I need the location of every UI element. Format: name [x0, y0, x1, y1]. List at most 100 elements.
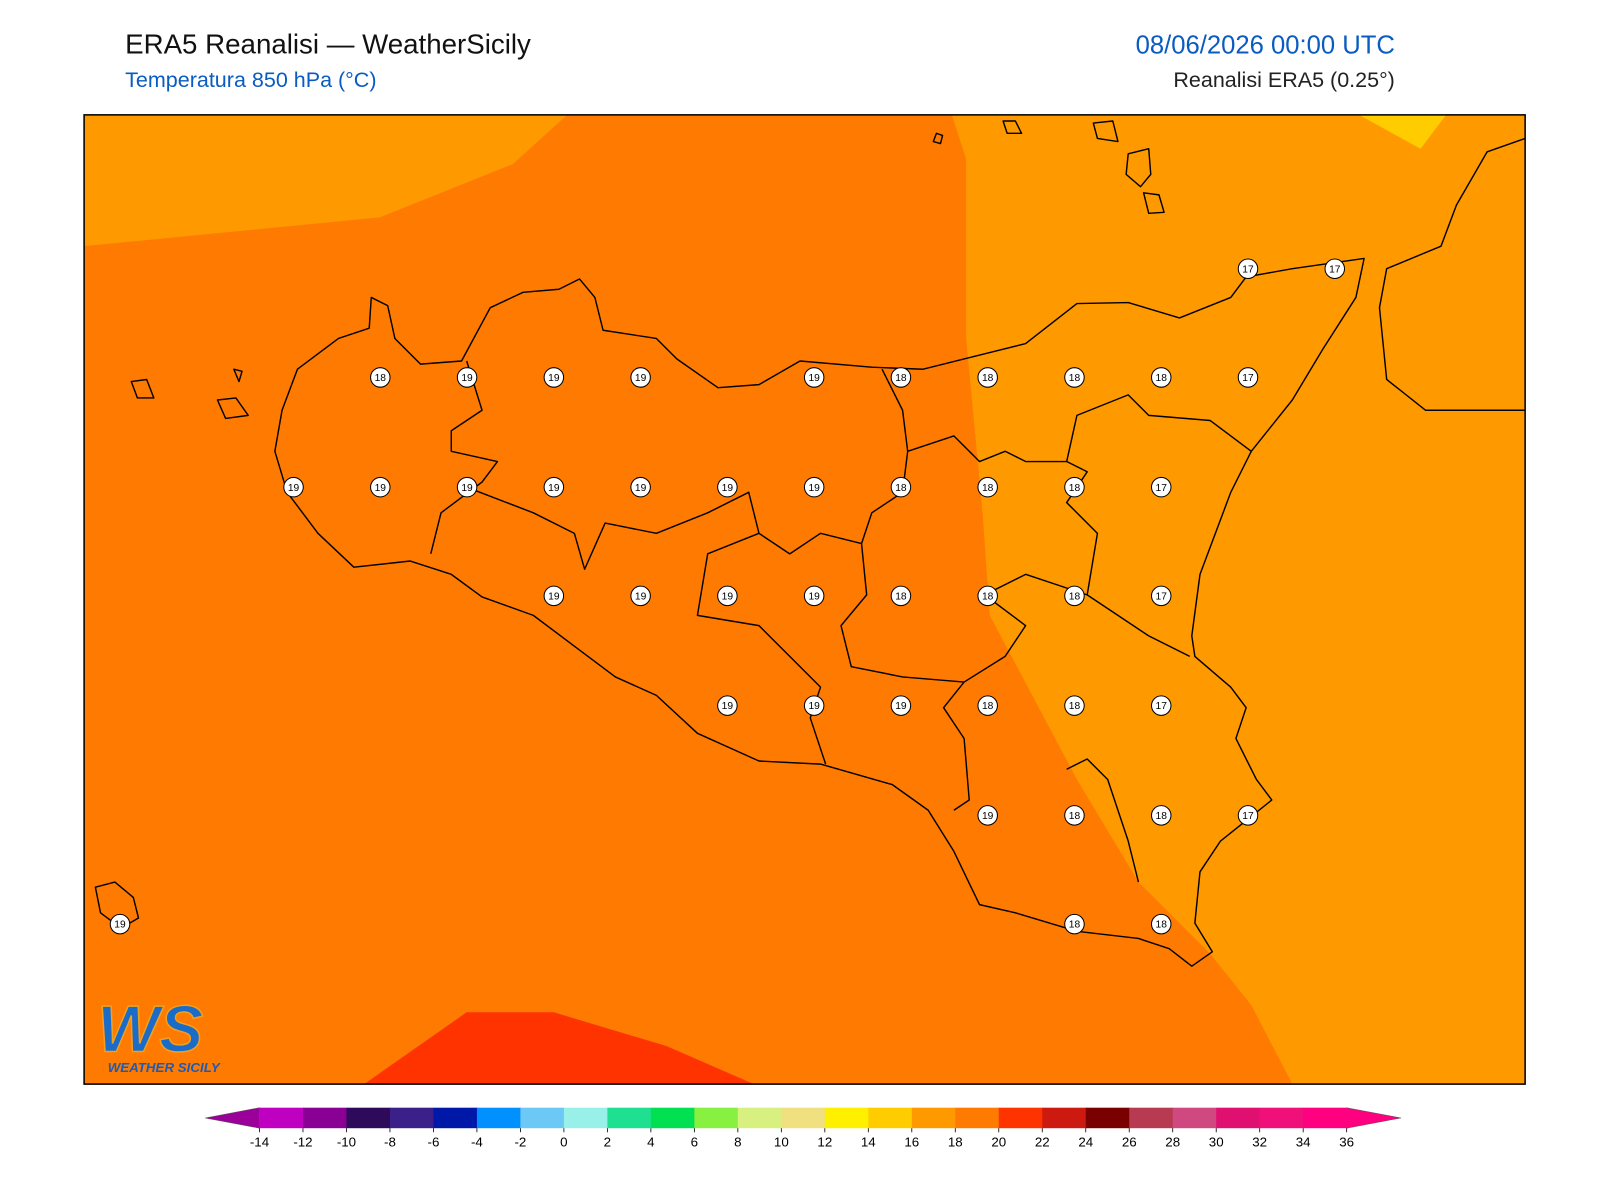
colorbar-bin: [302, 1107, 347, 1129]
colorbar-bin: [476, 1107, 521, 1129]
station-value: 19: [548, 483, 560, 494]
station-value: 19: [288, 483, 300, 494]
station-marker: [1064, 695, 1085, 716]
colorbar-tick-label: -6: [428, 1135, 440, 1150]
station-value: 18: [1069, 591, 1081, 602]
station-marker: [803, 695, 825, 716]
colorbar-tick-label: 0: [560, 1135, 567, 1150]
colorbar-tick-label: 28: [1165, 1135, 1180, 1150]
station-marker: [370, 476, 391, 498]
colorbar-bin: [1216, 1107, 1261, 1129]
colorbar-tick-label: 22: [1035, 1135, 1050, 1150]
station-marker: [370, 367, 391, 388]
station-marker: [890, 476, 912, 498]
colorbar-tick-label: 32: [1252, 1135, 1267, 1150]
colorbar-bin: [389, 1107, 434, 1129]
station-marker: [543, 585, 565, 607]
colorbar-tick-label: 12: [817, 1135, 832, 1150]
station-value: 19: [722, 591, 734, 602]
station-marker: [456, 367, 478, 388]
colorbar-tick-label: 20: [991, 1135, 1006, 1150]
station-value: 18: [1156, 920, 1168, 931]
station-marker: [977, 476, 998, 498]
station-marker: [890, 367, 912, 388]
station-marker: [1237, 258, 1259, 279]
colorbar-bin: [1085, 1107, 1130, 1129]
colorbar-tick-label: -4: [471, 1135, 483, 1150]
station-value: 19: [375, 483, 387, 494]
colorbar-tick-label: -8: [384, 1135, 396, 1150]
colorbar-bin: [694, 1107, 739, 1129]
colorbar-tick-label: 34: [1296, 1135, 1311, 1150]
station-marker: [1150, 476, 1172, 498]
station-value: 18: [1069, 373, 1081, 384]
station-marker: [1237, 367, 1259, 388]
station-marker: [630, 585, 651, 607]
colorbar-bin: [911, 1107, 956, 1129]
logo-name: WEATHER SICILY: [108, 1060, 221, 1075]
station-value: 18: [1156, 811, 1168, 822]
station-value: 19: [114, 920, 126, 931]
colorbar-bin: [868, 1107, 913, 1129]
station-value: 18: [982, 701, 994, 712]
station-value: 18: [982, 483, 994, 494]
province-border: [430, 360, 1252, 883]
map-frame: [83, 114, 1526, 1085]
colorbar-bin: [955, 1107, 1000, 1129]
datetime: 08/06/2026 00:00 UTC: [1136, 31, 1395, 59]
colorbar-tick-label: 16: [904, 1135, 919, 1150]
station-marker: [543, 367, 565, 388]
station-value: 19: [722, 701, 734, 712]
field-20-22: [364, 1012, 754, 1085]
station-marker: [543, 476, 565, 498]
field-14-16: [1358, 114, 1447, 149]
colorbar-bin: [1172, 1107, 1217, 1129]
colorbar-tick-label: 10: [774, 1135, 789, 1150]
colorbar-tick-label: 4: [647, 1135, 655, 1150]
station-marker: [717, 476, 738, 498]
station-marker: [717, 585, 738, 607]
station-marker: [1150, 913, 1172, 935]
station-marker: [283, 476, 304, 498]
station-marker: [1064, 367, 1085, 388]
station-marker: [803, 585, 825, 607]
station-marker: [1064, 476, 1085, 498]
colorbar-tick-label: 14: [861, 1135, 876, 1150]
station-marker: [977, 695, 998, 716]
colorbar-tick-label: 2: [604, 1135, 611, 1150]
station-value: 17: [1329, 264, 1341, 275]
station-marker: [1324, 258, 1346, 279]
colorbar-bin: [346, 1107, 391, 1129]
colorbar-tick-label: -2: [514, 1135, 526, 1150]
station-value: 19: [808, 701, 820, 712]
station-marker: [630, 476, 651, 498]
station-value: 19: [635, 373, 647, 384]
station-value: 18: [895, 483, 907, 494]
colorbar-bin: [259, 1107, 304, 1129]
station-marker: [977, 367, 998, 388]
station-marker: [1064, 805, 1085, 826]
station-value: 17: [1156, 591, 1168, 602]
colorbar-under: [205, 1107, 260, 1129]
colorbar-bin: [1042, 1107, 1087, 1129]
colorbar-bin: [737, 1107, 782, 1129]
station-value: 17: [1242, 264, 1254, 275]
station-value: 18: [1069, 920, 1081, 931]
station-marker: [1064, 913, 1085, 935]
colorbar-tick-label: -10: [337, 1135, 356, 1150]
field-16-18: [84, 114, 568, 247]
station-marker: [456, 476, 478, 498]
colorbar-bin: [433, 1107, 478, 1129]
colorbar-tick-label: 18: [948, 1135, 963, 1150]
colorbar: -14 -12 -10 -8 -6 -4 -2 0 2 4 6 8 10 12 14 16 18 20 22 24 26…: [205, 1107, 1402, 1150]
station-value: 18: [1156, 373, 1168, 384]
station-value: 19: [808, 483, 820, 494]
station-marker: [717, 695, 738, 716]
calabria-coast: [1378, 137, 1526, 411]
colorbar-bin: [650, 1107, 695, 1129]
colorbar-tick-label: -12: [293, 1135, 312, 1150]
station-marker: [977, 585, 998, 607]
station-value: 19: [982, 811, 994, 822]
station-marker: [1064, 585, 1085, 607]
